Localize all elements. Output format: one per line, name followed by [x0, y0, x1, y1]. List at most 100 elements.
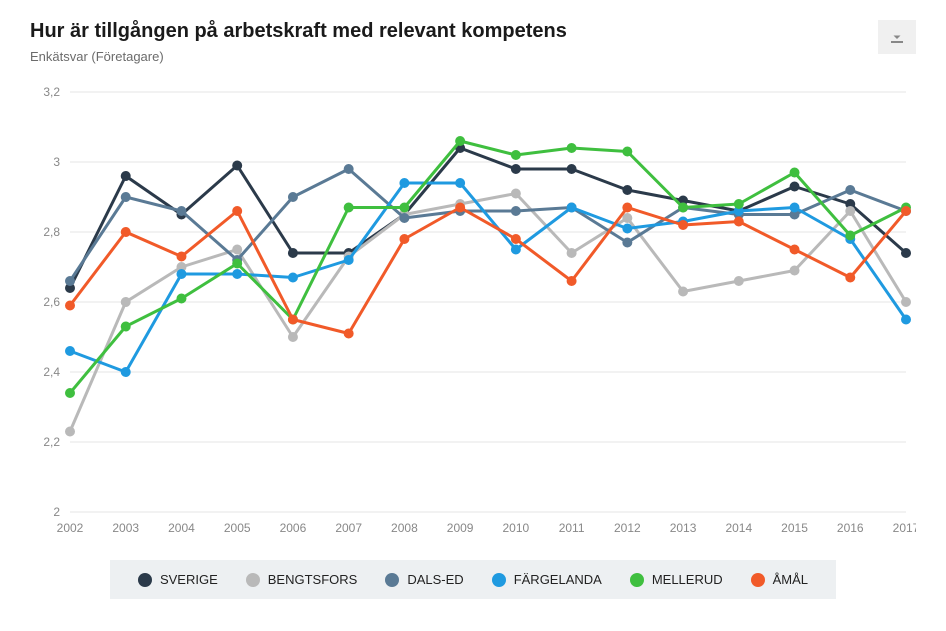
title-block: Hur är tillgången på arbetskraft med rel…: [30, 20, 878, 82]
series-line: [70, 208, 906, 334]
series-marker: [121, 367, 131, 377]
series-marker: [288, 192, 298, 202]
series-marker: [121, 171, 131, 181]
series-marker: [567, 276, 577, 286]
legend-label: ÅMÅL: [773, 572, 808, 587]
series-marker: [121, 322, 131, 332]
x-tick-label: 2008: [391, 521, 418, 535]
series-marker: [901, 206, 911, 216]
series-marker: [65, 388, 75, 398]
legend-label: FÄRGELANDA: [514, 572, 602, 587]
series-marker: [65, 427, 75, 437]
x-tick-label: 2012: [614, 521, 641, 535]
series-marker: [511, 164, 521, 174]
series-marker: [455, 203, 465, 213]
series-marker: [511, 150, 521, 160]
series-marker: [511, 206, 521, 216]
series-marker: [399, 213, 409, 223]
series-marker: [176, 294, 186, 304]
series-marker: [232, 245, 242, 255]
series-marker: [232, 206, 242, 216]
series-marker: [232, 161, 242, 171]
x-tick-label: 2017: [893, 521, 916, 535]
series-marker: [455, 136, 465, 146]
chart-legend: SVERIGE BENGTSFORS DALS-ED FÄRGELANDA MELLER…: [110, 560, 836, 599]
series-marker: [790, 245, 800, 255]
series-marker: [901, 297, 911, 307]
series-marker: [344, 329, 354, 339]
series-marker: [344, 255, 354, 265]
series-marker: [790, 182, 800, 192]
series-marker: [790, 168, 800, 178]
series-marker: [901, 248, 911, 258]
series-marker: [344, 164, 354, 174]
chart-header: Hur är tillgången på arbetskraft med rel…: [30, 20, 916, 82]
download-icon: [889, 29, 905, 45]
chart-subtitle: Enkätsvar (Företagare): [30, 49, 878, 64]
series-marker: [65, 276, 75, 286]
x-tick-label: 2009: [447, 521, 474, 535]
legend-item[interactable]: SVERIGE: [138, 572, 218, 587]
legend-swatch: [138, 573, 152, 587]
series-marker: [399, 178, 409, 188]
series-marker: [288, 248, 298, 258]
x-tick-label: 2016: [837, 521, 864, 535]
series-marker: [845, 273, 855, 283]
series-marker: [344, 203, 354, 213]
series-marker: [288, 273, 298, 283]
series-marker: [176, 206, 186, 216]
chart-title: Hur är tillgången på arbetskraft med rel…: [30, 20, 878, 43]
series-marker: [121, 227, 131, 237]
y-tick-label: 2: [53, 505, 60, 519]
download-button[interactable]: [878, 20, 916, 54]
legend-item[interactable]: FÄRGELANDA: [492, 572, 602, 587]
y-tick-label: 2,2: [43, 435, 60, 449]
line-chart: 22,22,42,62,833,220022003200420052006200…: [30, 82, 916, 542]
series-marker: [511, 189, 521, 199]
series-line: [70, 194, 906, 432]
x-tick-label: 2013: [670, 521, 697, 535]
series-marker: [511, 234, 521, 244]
legend-swatch: [246, 573, 260, 587]
legend-item[interactable]: MELLERUD: [630, 572, 723, 587]
series-marker: [845, 231, 855, 241]
x-tick-label: 2010: [503, 521, 530, 535]
series-marker: [65, 346, 75, 356]
y-tick-label: 2,4: [43, 365, 60, 379]
series-marker: [176, 269, 186, 279]
series-marker: [734, 217, 744, 227]
series-marker: [511, 245, 521, 255]
legend-item[interactable]: ÅMÅL: [751, 572, 808, 587]
y-tick-label: 3: [53, 155, 60, 169]
series-marker: [845, 206, 855, 216]
series-marker: [399, 203, 409, 213]
series-marker: [232, 269, 242, 279]
series-marker: [455, 178, 465, 188]
series-marker: [790, 203, 800, 213]
x-tick-label: 2015: [781, 521, 808, 535]
legend-item[interactable]: BENGTSFORS: [246, 572, 358, 587]
series-marker: [622, 224, 632, 234]
legend-item[interactable]: DALS-ED: [385, 572, 463, 587]
legend-swatch: [630, 573, 644, 587]
legend-swatch: [751, 573, 765, 587]
y-tick-label: 3,2: [43, 85, 60, 99]
series-marker: [232, 259, 242, 269]
series-marker: [845, 185, 855, 195]
series-marker: [567, 203, 577, 213]
series-marker: [734, 276, 744, 286]
legend-label: BENGTSFORS: [268, 572, 358, 587]
series-marker: [622, 238, 632, 248]
legend-label: SVERIGE: [160, 572, 218, 587]
series-marker: [567, 143, 577, 153]
y-tick-label: 2,8: [43, 225, 60, 239]
x-tick-label: 2011: [559, 521, 585, 535]
series-marker: [622, 203, 632, 213]
series-marker: [288, 332, 298, 342]
series-marker: [622, 185, 632, 195]
series-marker: [790, 266, 800, 276]
series-marker: [567, 164, 577, 174]
chart-svg: 22,22,42,62,833,220022003200420052006200…: [30, 82, 916, 542]
y-tick-label: 2,6: [43, 295, 60, 309]
series-marker: [399, 234, 409, 244]
